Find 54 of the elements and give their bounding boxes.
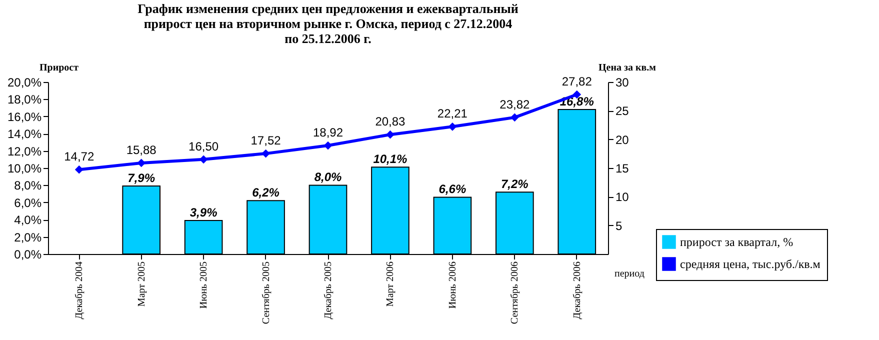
y2-axis-title: Цена за кв.м <box>598 62 656 74</box>
data-label: 8,0% <box>314 170 342 184</box>
data-label: 16,50 <box>188 139 219 154</box>
y-axis-title: Прирост <box>39 62 79 74</box>
point <box>324 141 332 150</box>
data-label: 6,2% <box>252 186 280 200</box>
point <box>262 149 270 158</box>
y-tick-label: 6,0% <box>14 196 42 210</box>
y2-tick-label: 30 <box>616 76 630 90</box>
y-tick-label: 18,0% <box>7 92 42 107</box>
data-label: 6,6% <box>438 182 466 196</box>
y2-tick-label: 5 <box>616 218 622 233</box>
y-tick-label: 10,0% <box>7 162 42 176</box>
data-label: 15,88 <box>126 142 157 157</box>
y2-tick-label: 25 <box>616 104 630 118</box>
data-label: 20,83 <box>375 114 406 129</box>
y2-tick-label: 10 <box>616 190 630 204</box>
y-tick-label: 2,0% <box>14 230 42 244</box>
y-tick-label: 8,0% <box>14 178 42 193</box>
x-tick-label: Июнь 2005 <box>198 262 210 309</box>
x-tick-label: Декабрь 2004 <box>74 262 86 320</box>
x-tick-label: Сентябрь 2005 <box>260 262 272 324</box>
data-label: 23,82 <box>500 97 530 112</box>
y2-tick-label: 15 <box>616 162 630 176</box>
x-tick-label: Декабрь 2005 <box>323 262 334 320</box>
y-tick-label: 16,0% <box>7 110 42 124</box>
y-tick-label: 20,0% <box>7 76 42 90</box>
data-label: 27,82 <box>562 74 592 88</box>
point <box>386 130 394 139</box>
data-label: 17,52 <box>250 134 282 148</box>
legend-label: средняя цена, тыс.руб./кв.м <box>680 257 821 271</box>
x-tick-label: Декабрь 2006 <box>572 262 583 320</box>
x-tick-label: Март 2005 <box>136 262 148 307</box>
x-tick-label: Июнь 2006 <box>447 262 458 309</box>
x-tick-label: Сентябрь 2006 <box>510 262 521 324</box>
x-axis-title: период <box>614 268 644 280</box>
data-label: 7,2% <box>500 177 529 192</box>
y-tick-label: 4,0% <box>14 213 42 228</box>
y2-tick-label: 20 <box>616 132 630 147</box>
data-label: 22,21 <box>437 106 468 121</box>
data-label: 3,9% <box>190 205 218 220</box>
x-tick-label: Март 2006 <box>385 262 396 307</box>
data-label: 14,72 <box>64 150 94 164</box>
point <box>74 165 84 174</box>
y-tick-label: 12,0% <box>7 144 42 158</box>
data-label: 18,92 <box>312 126 344 140</box>
chart-title: График изменения средних цен предложения и ежеквартальный прирост цен на вторичном рынке г. Омска, период с 27.12.2004 по 25.12.2006 г. <box>138 1 519 46</box>
point <box>510 113 519 122</box>
data-label: 7,9% <box>128 171 156 186</box>
legend-label: прирост за квартал, % <box>680 235 794 249</box>
data-label: 10,1% <box>373 152 408 166</box>
y-tick-label: 0,0% <box>14 248 42 262</box>
y-tick-label: 14,0% <box>7 127 42 142</box>
point <box>448 122 457 131</box>
